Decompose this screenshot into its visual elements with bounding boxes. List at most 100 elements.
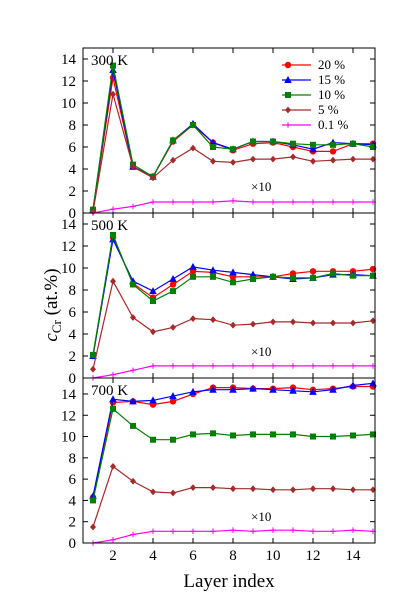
series-20-pct [89, 234, 377, 360]
data-point [150, 328, 156, 336]
legend-marker [284, 61, 292, 69]
y-tick-label: 10 [61, 261, 76, 277]
y-tick-label: 8 [69, 283, 77, 299]
data-point [130, 203, 136, 210]
x-axis-label: Layer index [183, 571, 275, 592]
data-point [130, 422, 136, 429]
data-point [210, 144, 216, 150]
data-point [130, 531, 136, 538]
data-point [170, 199, 176, 205]
data-point [250, 276, 256, 282]
data-point [210, 199, 216, 205]
data-point [370, 144, 376, 150]
data-point [309, 387, 317, 395]
series-0-1-pct [90, 527, 376, 546]
y-tick-label: 12 [61, 239, 76, 255]
data-point [210, 273, 216, 280]
data-point [369, 379, 377, 387]
y-tick-label: 14 [61, 52, 77, 68]
data-point [169, 281, 177, 288]
y-tick-label: 0 [69, 206, 77, 222]
data-point [330, 199, 336, 205]
data-point [350, 363, 356, 369]
panel-label: 700 K [91, 383, 128, 399]
data-point [190, 431, 196, 438]
data-point [330, 319, 336, 327]
y-tick-label: 4 [69, 162, 77, 178]
data-point [249, 384, 257, 392]
data-point [270, 155, 276, 163]
data-point [150, 363, 156, 369]
series-10-pct [90, 405, 376, 504]
data-point [350, 155, 356, 163]
series-line [92, 232, 373, 355]
scale-annotation: ×10 [251, 509, 271, 524]
data-point [170, 489, 176, 497]
data-point [129, 397, 137, 405]
data-point [89, 492, 97, 500]
data-point [290, 527, 296, 534]
data-point [210, 316, 216, 324]
data-point [349, 381, 357, 389]
x-tick-label: 8 [229, 548, 237, 564]
data-point [270, 431, 276, 438]
data-point [170, 137, 176, 144]
data-point [150, 199, 156, 205]
data-point [270, 527, 276, 534]
data-point [150, 436, 156, 443]
data-point [350, 319, 356, 327]
data-point [209, 385, 217, 393]
panel-2: 0 2 4 6 8 10 12 14 500 K ×10 [61, 212, 377, 387]
legend-marker [285, 122, 291, 128]
y-tick-label: 2 [69, 184, 77, 200]
legend-label: 15 % [318, 72, 345, 87]
data-point [210, 363, 216, 369]
data-point [190, 199, 196, 205]
data-point [169, 398, 177, 405]
legend-marker [284, 76, 292, 83]
data-point [230, 279, 236, 286]
data-point [329, 148, 337, 155]
data-point [250, 320, 256, 328]
data-point [370, 272, 376, 279]
y-axis-label-main: c [41, 333, 62, 342]
data-point [310, 485, 316, 493]
data-point [350, 486, 356, 494]
y-tick-label: 6 [69, 140, 77, 156]
data-point [249, 270, 257, 278]
series-15-pct [89, 235, 377, 359]
data-point [310, 274, 316, 281]
y-tick-label: 14 [61, 217, 77, 233]
data-point [190, 315, 196, 322]
panel-frame [82, 377, 376, 544]
y-tick-label: 2 [69, 515, 77, 531]
y-tick-label: 14 [61, 387, 77, 403]
series-line [92, 465, 373, 528]
data-point [210, 430, 216, 437]
data-point [250, 485, 256, 493]
data-point [90, 523, 96, 531]
data-point [270, 318, 276, 326]
legend-marker [285, 106, 291, 114]
data-point [270, 273, 276, 280]
data-point [150, 174, 156, 182]
data-point [230, 363, 236, 369]
data-point [90, 365, 96, 373]
x-tick-label: 12 [306, 548, 321, 564]
data-point [170, 156, 176, 164]
data-point [330, 433, 336, 440]
y-tick-label: 6 [69, 305, 77, 321]
y-tick-label: 4 [69, 493, 77, 509]
series-line [92, 237, 374, 357]
data-point [229, 268, 237, 276]
data-point [189, 262, 197, 270]
data-point [170, 528, 176, 535]
y-tick-label: 10 [61, 430, 76, 446]
scale-annotation: ×10 [251, 344, 271, 359]
data-point [310, 319, 316, 327]
data-point [149, 396, 157, 404]
legend-label: 0.1 % [318, 117, 349, 132]
data-point [110, 537, 116, 543]
y-tick-label: 8 [69, 118, 77, 134]
data-point [310, 528, 316, 535]
